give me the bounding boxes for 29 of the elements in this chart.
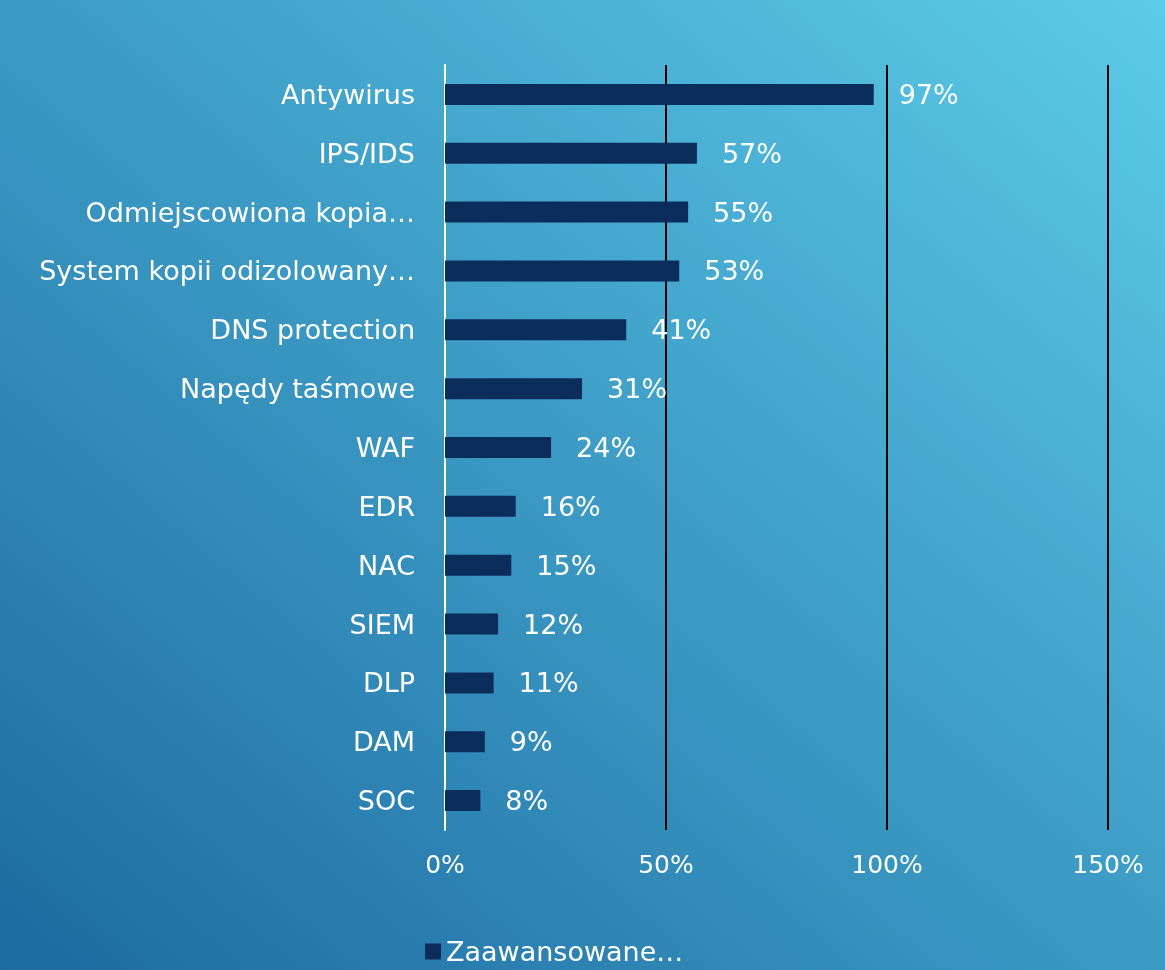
data-label: 97% — [898, 78, 959, 110]
y-tick-label: DNS protection — [210, 314, 415, 346]
data-label: 53% — [704, 255, 765, 287]
y-tick-label: NAC — [357, 549, 415, 581]
y-tick-label: SOC — [357, 785, 415, 817]
y-tick-label: SIEM — [349, 608, 415, 640]
data-label: 55% — [713, 196, 774, 228]
x-tick-label: 150% — [1072, 850, 1144, 879]
y-tick-label: DLP — [362, 667, 415, 699]
data-label: 24% — [576, 432, 637, 463]
data-label: 12% — [523, 608, 584, 640]
data-label: 57% — [721, 137, 782, 169]
data-label: 16% — [540, 490, 601, 522]
y-tick-label: Odmiejscowiona kopia… — [85, 196, 415, 228]
data-label: 15% — [536, 549, 597, 581]
y-tick-label: WAF — [355, 432, 415, 463]
y-tick-label: EDR — [358, 490, 415, 522]
y-tick-label: Antywirus — [280, 78, 415, 110]
data-label: 8% — [505, 785, 549, 817]
data-label: 9% — [509, 726, 553, 758]
x-tick-label: 100% — [851, 850, 923, 879]
y-tick-label: IPS/IDS — [318, 137, 415, 169]
x-tick-label: 0% — [425, 850, 465, 879]
x-tick-label: 50% — [638, 850, 694, 879]
y-tick-label: System kopii odizolowany… — [39, 255, 415, 287]
legend-label: Zaawansowane… — [446, 936, 684, 967]
data-label: 11% — [518, 667, 579, 699]
y-tick-label: DAM — [352, 726, 415, 758]
y-tick-label: Napędy taśmowe — [180, 373, 415, 405]
